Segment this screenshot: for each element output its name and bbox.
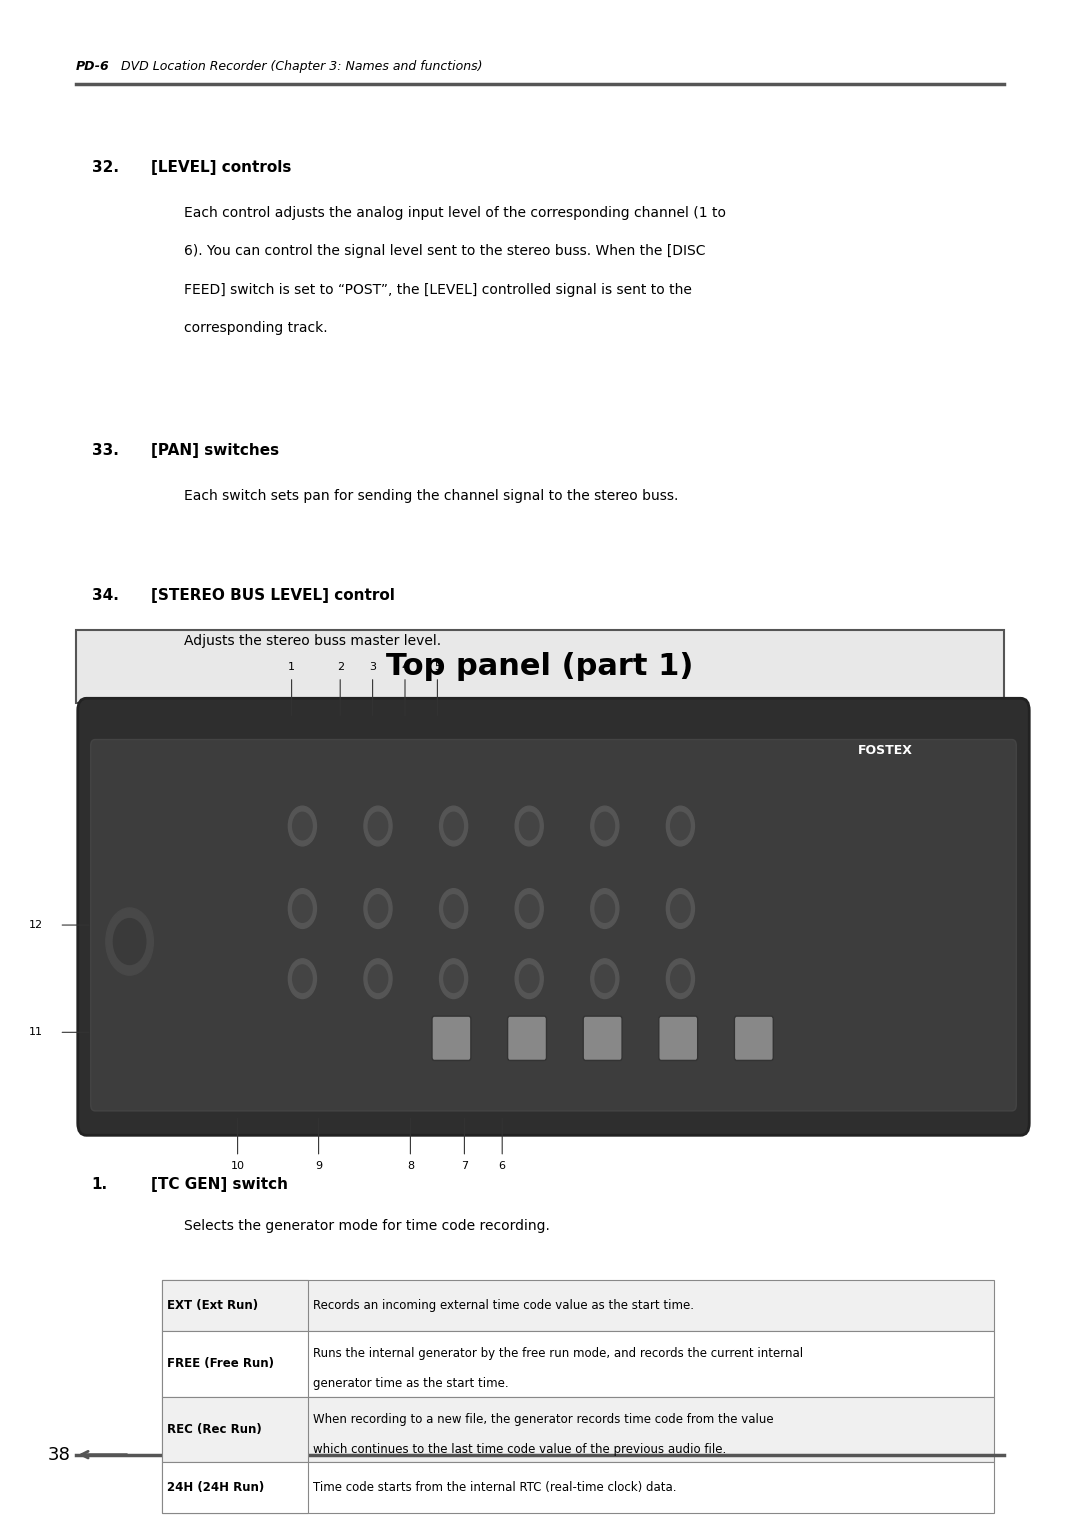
Circle shape	[671, 895, 690, 923]
Text: 38: 38	[48, 1445, 70, 1464]
Circle shape	[364, 807, 392, 847]
Circle shape	[515, 889, 543, 929]
Text: Each switch sets pan for sending the channel signal to the stereo buss.: Each switch sets pan for sending the cha…	[184, 489, 678, 503]
Text: Top panel (part 1): Top panel (part 1)	[387, 652, 693, 680]
Text: 34.: 34.	[92, 588, 119, 604]
Circle shape	[595, 813, 615, 840]
Text: Each control adjusts the analog input level of the corresponding channel (1 to: Each control adjusts the analog input le…	[184, 206, 726, 220]
Text: 3: 3	[369, 662, 376, 672]
Bar	[162, 1462, 308, 1513]
Text: [TC GEN] switch: [TC GEN] switch	[151, 1177, 288, 1192]
Circle shape	[444, 813, 463, 840]
Circle shape	[444, 966, 463, 993]
Text: 9: 9	[315, 1161, 322, 1172]
Text: 5: 5	[434, 662, 441, 672]
Circle shape	[591, 807, 619, 847]
Circle shape	[519, 895, 539, 923]
Circle shape	[671, 813, 690, 840]
Circle shape	[666, 889, 694, 929]
Circle shape	[595, 966, 615, 993]
Bar	[162, 1462, 994, 1513]
FancyBboxPatch shape	[659, 1016, 698, 1060]
Text: Runs the internal generator by the free run mode, and records the current intern: Runs the internal generator by the free …	[313, 1348, 804, 1360]
Bar	[162, 1280, 994, 1331]
Circle shape	[113, 918, 146, 964]
FancyBboxPatch shape	[432, 1016, 471, 1060]
Text: [PAN] switches: [PAN] switches	[151, 443, 280, 458]
Text: EXT (Ext Run): EXT (Ext Run)	[167, 1299, 258, 1313]
Circle shape	[515, 960, 543, 999]
Text: 7: 7	[461, 1161, 468, 1172]
Circle shape	[364, 960, 392, 999]
Circle shape	[440, 889, 468, 929]
Circle shape	[591, 960, 619, 999]
Text: Records an incoming external time code value as the start time.: Records an incoming external time code v…	[313, 1299, 694, 1313]
Bar	[162, 1331, 994, 1397]
FancyBboxPatch shape	[78, 698, 1029, 1135]
Circle shape	[444, 895, 463, 923]
Text: which continues to the last time code value of the previous audio file.: which continues to the last time code va…	[313, 1442, 727, 1456]
FancyBboxPatch shape	[76, 630, 1004, 703]
Circle shape	[293, 813, 312, 840]
Bar	[162, 1280, 308, 1331]
Text: [LEVEL] controls: [LEVEL] controls	[151, 160, 292, 176]
Text: 2: 2	[337, 662, 343, 672]
Circle shape	[671, 966, 690, 993]
Text: FEED] switch is set to “POST”, the [LEVEL] controlled signal is sent to the: FEED] switch is set to “POST”, the [LEVE…	[184, 283, 691, 296]
FancyBboxPatch shape	[734, 1016, 773, 1060]
Text: 32.: 32.	[92, 160, 119, 176]
Text: 4: 4	[402, 662, 408, 672]
Circle shape	[591, 889, 619, 929]
Circle shape	[515, 807, 543, 847]
Circle shape	[440, 807, 468, 847]
Text: 6: 6	[499, 1161, 505, 1172]
Text: [STEREO BUS LEVEL] control: [STEREO BUS LEVEL] control	[151, 588, 395, 604]
Circle shape	[364, 889, 392, 929]
Text: 1: 1	[288, 662, 295, 672]
Circle shape	[368, 966, 388, 993]
Circle shape	[666, 960, 694, 999]
Bar	[162, 1397, 994, 1462]
Circle shape	[519, 813, 539, 840]
Circle shape	[595, 895, 615, 923]
Text: 24H (24H Run): 24H (24H Run)	[167, 1481, 265, 1494]
Circle shape	[106, 908, 153, 975]
Circle shape	[440, 960, 468, 999]
Text: Time code starts from the internal RTC (real-time clock) data.: Time code starts from the internal RTC (…	[313, 1481, 677, 1494]
Text: corresponding track.: corresponding track.	[184, 321, 327, 335]
Text: REC (Rec Run): REC (Rec Run)	[167, 1423, 262, 1436]
Circle shape	[368, 813, 388, 840]
Text: 1.: 1.	[92, 1177, 108, 1192]
Circle shape	[293, 895, 312, 923]
Text: Adjusts the stereo buss master level.: Adjusts the stereo buss master level.	[184, 634, 441, 648]
Circle shape	[368, 895, 388, 923]
Circle shape	[288, 889, 316, 929]
Text: 11: 11	[29, 1027, 43, 1038]
Circle shape	[288, 960, 316, 999]
Circle shape	[519, 966, 539, 993]
Bar	[162, 1397, 308, 1462]
Text: FOSTEX: FOSTEX	[859, 744, 913, 758]
Text: When recording to a new file, the generator records time code from the value: When recording to a new file, the genera…	[313, 1413, 774, 1426]
Text: PD-6: PD-6	[76, 60, 109, 73]
FancyBboxPatch shape	[91, 740, 1016, 1111]
FancyBboxPatch shape	[583, 1016, 622, 1060]
Circle shape	[666, 807, 694, 847]
Circle shape	[288, 807, 316, 847]
Text: 6). You can control the signal level sent to the stereo buss. When the [DISC: 6). You can control the signal level sen…	[184, 244, 705, 258]
Bar	[162, 1331, 308, 1397]
Text: DVD Location Recorder (Chapter 3: Names and functions): DVD Location Recorder (Chapter 3: Names …	[117, 60, 482, 73]
Text: 10: 10	[231, 1161, 244, 1172]
Text: 33.: 33.	[92, 443, 119, 458]
Text: Selects the generator mode for time code recording.: Selects the generator mode for time code…	[184, 1219, 550, 1233]
Text: FREE (Free Run): FREE (Free Run)	[167, 1357, 274, 1371]
FancyBboxPatch shape	[508, 1016, 546, 1060]
Text: generator time as the start time.: generator time as the start time.	[313, 1377, 509, 1390]
Text: 12: 12	[29, 920, 43, 931]
Text: 8: 8	[407, 1161, 414, 1172]
Circle shape	[293, 966, 312, 993]
